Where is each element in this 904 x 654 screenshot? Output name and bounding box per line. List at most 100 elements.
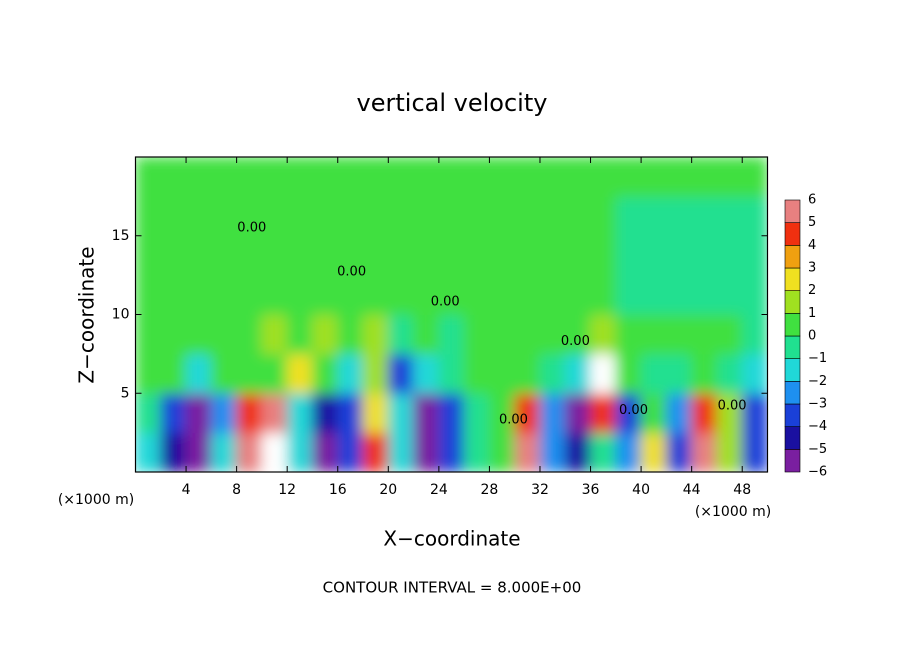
field-cell	[438, 157, 465, 197]
field-cell	[337, 392, 364, 434]
field-cell	[185, 353, 212, 394]
x-tick-label: 8	[232, 482, 241, 498]
field-cell	[261, 235, 288, 276]
field-cell	[135, 195, 162, 237]
field-cell	[463, 314, 490, 355]
field-cell	[311, 392, 339, 434]
field-cell	[691, 235, 718, 276]
chart-title: vertical velocity	[357, 89, 548, 117]
contour-label: 0.00	[561, 334, 590, 349]
field-cell	[286, 274, 313, 315]
field-cell	[590, 353, 617, 394]
colorbar-label: −6	[808, 465, 827, 480]
field-cell	[362, 235, 389, 276]
field-cell	[387, 314, 415, 355]
field-cell	[286, 432, 313, 472]
field-cell	[488, 314, 516, 355]
field-cell	[135, 432, 162, 472]
field-cell	[514, 235, 541, 276]
y-tick-label: 5	[121, 385, 130, 401]
field-cell	[387, 235, 415, 276]
field-cell	[387, 274, 415, 315]
field-cell	[413, 274, 440, 315]
field-cell	[236, 157, 263, 197]
unit-label: (×1000 m)	[695, 504, 771, 520]
field-cell	[261, 157, 288, 197]
x-tick-label: 28	[481, 482, 499, 498]
field-cell	[488, 353, 516, 394]
field-cell	[337, 235, 364, 276]
colorbar-swatch	[784, 426, 801, 450]
colorbar-swatch	[784, 245, 801, 269]
field-cell	[210, 353, 238, 394]
field-cell	[691, 274, 718, 315]
field-cell	[665, 274, 693, 315]
field-cell	[160, 195, 187, 237]
colorbar-label: 1	[808, 306, 816, 321]
field-cell	[185, 314, 212, 355]
unit-label: (×1000 m)	[58, 492, 134, 508]
field-cell	[640, 235, 667, 276]
field-cell	[564, 432, 592, 472]
colorbar-swatch	[784, 313, 801, 337]
field-cell	[210, 392, 238, 434]
field-cell	[691, 195, 718, 237]
field-cell	[564, 274, 592, 315]
field-cell	[135, 314, 162, 355]
field-cell	[539, 353, 566, 394]
x-tick-label: 12	[278, 482, 296, 498]
field-cell	[438, 314, 465, 355]
field-cell	[590, 274, 617, 315]
field-cell	[665, 432, 693, 472]
field-cell	[387, 432, 415, 472]
field-cell	[210, 195, 238, 237]
field-cell	[463, 392, 490, 434]
field-cell	[362, 195, 389, 237]
field-cell	[741, 432, 768, 472]
footer-note: CONTOUR INTERVAL = 8.000E+00	[323, 579, 582, 597]
field-cell	[488, 235, 516, 276]
field-cell	[741, 353, 768, 394]
field-cell	[236, 274, 263, 315]
field-cell	[665, 392, 693, 434]
field-cell	[564, 157, 592, 197]
field-cell	[488, 274, 516, 315]
field-cell	[210, 157, 238, 197]
x-tick-label: 36	[582, 482, 600, 498]
field-cell	[311, 157, 339, 197]
field-cell	[387, 353, 415, 394]
field-cell	[135, 235, 162, 276]
colorbar-label: 5	[808, 215, 816, 230]
field-cell	[210, 235, 238, 276]
field-cell	[615, 353, 642, 394]
field-cell	[665, 235, 693, 276]
field-cell	[590, 392, 617, 434]
field-cell	[311, 195, 339, 237]
x-tick-label: 40	[632, 482, 650, 498]
field-cell	[185, 157, 212, 197]
field-cell	[488, 157, 516, 197]
field-cell	[413, 392, 440, 434]
field-cell	[311, 235, 339, 276]
field-cell	[564, 195, 592, 237]
field-cell	[387, 195, 415, 237]
x-tick-label: 32	[531, 482, 549, 498]
field-cell	[160, 432, 187, 472]
field-cell	[286, 353, 313, 394]
field-cell	[514, 432, 541, 472]
field-cell	[413, 432, 440, 472]
colorbar-label: 0	[808, 329, 816, 344]
field-cell	[311, 353, 339, 394]
field-cell	[413, 157, 440, 197]
field-cell	[311, 274, 339, 315]
field-cell	[716, 392, 743, 434]
field-cell	[438, 392, 465, 434]
field-cell	[160, 274, 187, 315]
field-cell	[640, 314, 667, 355]
colorbar-label: 2	[808, 283, 816, 298]
field-cell	[691, 157, 718, 197]
colorbar-swatch	[784, 290, 801, 314]
field-cell	[640, 353, 667, 394]
